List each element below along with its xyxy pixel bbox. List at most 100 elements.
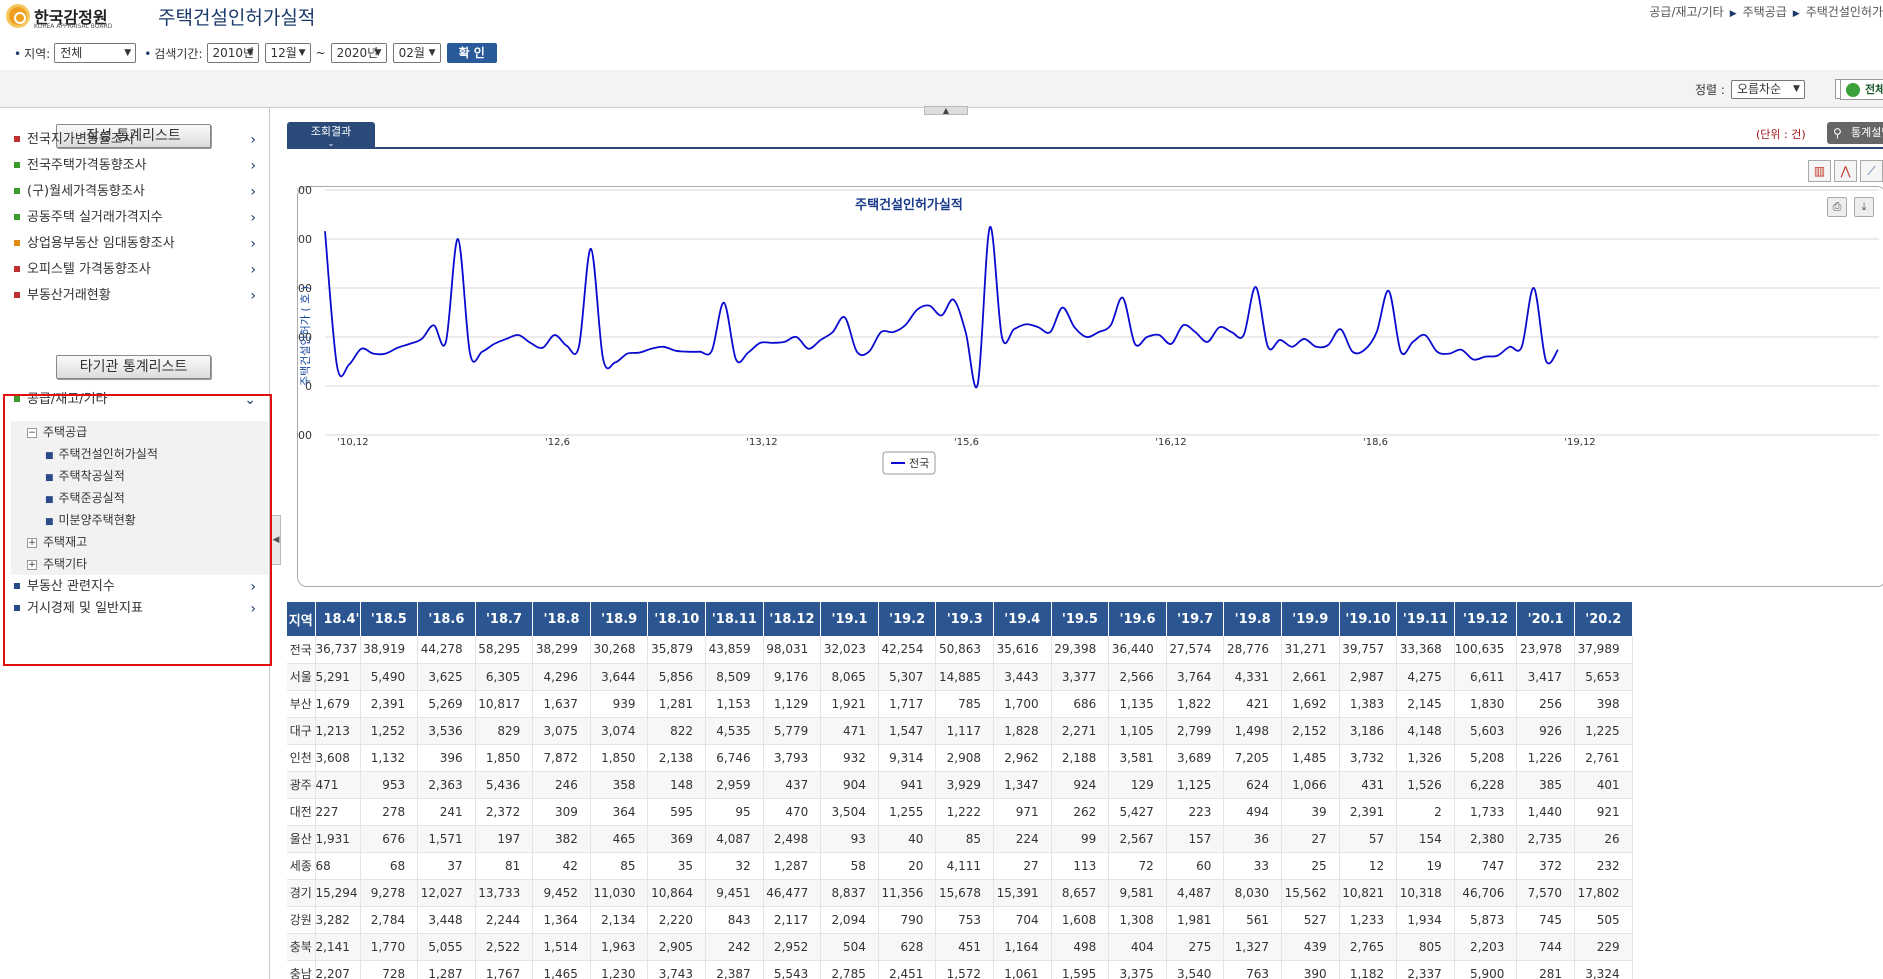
sidebar-item[interactable]: 전국지가변동률조사 › bbox=[14, 129, 256, 151]
table-cell: 2,391 bbox=[360, 690, 419, 718]
breadcrumb-item[interactable]: 공급/재고/기타 bbox=[1649, 5, 1724, 19]
table-cell: 747 bbox=[1454, 852, 1518, 880]
table-cell: 9,452 bbox=[532, 879, 591, 907]
expand-icon[interactable]: + bbox=[27, 559, 37, 570]
table-cell: 2,363 bbox=[417, 771, 476, 799]
table-cell: 9,314 bbox=[878, 744, 937, 772]
sidebar-item[interactable]: (구)월세가격동향조사 › bbox=[14, 181, 256, 203]
tree-leaf-permit[interactable]: ■ 주택건설인허가실적 bbox=[45, 443, 158, 465]
table-cell: 2,761 bbox=[1574, 744, 1633, 772]
table-cell: 32,023 bbox=[820, 636, 879, 664]
tree-node-housing-stock[interactable]: + 주택재고 bbox=[27, 531, 87, 553]
table-header-cell[interactable]: '19.11 bbox=[1396, 602, 1455, 636]
tree-leaf-completion[interactable]: ■ 주택준공실적 bbox=[45, 487, 125, 509]
start-year-select[interactable]: 2010년 ▼ bbox=[206, 43, 259, 63]
sidebar-item[interactable]: 상업용부동산 임대동향조사 › bbox=[14, 233, 256, 255]
chevron-right-icon: › bbox=[250, 601, 256, 617]
tab-results[interactable]: 조회결과 ⌄ bbox=[287, 122, 375, 148]
table-cell: 3,282 bbox=[315, 906, 361, 934]
table-cell: 728 bbox=[360, 960, 419, 979]
confirm-button[interactable]: 확 인 bbox=[446, 43, 497, 63]
expand-icon[interactable]: + bbox=[27, 537, 37, 548]
table-cell: 744 bbox=[1516, 933, 1575, 961]
sidebar-toggle-handle[interactable]: ◀ bbox=[271, 515, 281, 565]
tree-leaf-unsold[interactable]: ■ 미분양주택현황 bbox=[45, 509, 136, 531]
table-header-cell[interactable]: '18.4 bbox=[315, 602, 361, 636]
download-icon[interactable]: ⤓ bbox=[1854, 197, 1874, 217]
bar-chart-icon[interactable]: ▥ bbox=[1808, 160, 1831, 182]
table-cell: 372 bbox=[1516, 852, 1575, 880]
table-header-cell[interactable]: '18.12 bbox=[763, 602, 822, 636]
table-cell: 227 bbox=[315, 798, 361, 826]
table-cell: 27 bbox=[993, 852, 1052, 880]
end-month-select[interactable]: 02월 ▼ bbox=[392, 43, 441, 63]
table-cell: 8,065 bbox=[820, 663, 879, 691]
breadcrumb-separator-icon: ▶ bbox=[1792, 9, 1800, 19]
table-header-cell[interactable]: '19.12 bbox=[1454, 602, 1518, 636]
table-cell: 358 bbox=[590, 771, 649, 799]
table-header-cell[interactable]: '18.5 bbox=[360, 602, 419, 636]
table-cell: 3,929 bbox=[935, 771, 995, 799]
sort-select[interactable]: 오름차순 ▼ bbox=[1730, 80, 1805, 99]
table-header-cell[interactable]: '20.2 bbox=[1574, 602, 1633, 636]
line-chart-icon[interactable]: ⋀ bbox=[1834, 160, 1857, 182]
collapse-toolbar-button[interactable]: ▲ bbox=[924, 106, 968, 115]
bullet-icon bbox=[14, 265, 20, 272]
table-cell: 829 bbox=[475, 717, 534, 745]
tree-node-housing-etc[interactable]: + 주택기타 bbox=[27, 553, 87, 575]
table-cell: 1,526 bbox=[1396, 771, 1455, 799]
table-cell: 2,203 bbox=[1454, 933, 1518, 961]
table-header-cell[interactable]: '18.9 bbox=[590, 602, 649, 636]
table-header-cell[interactable]: '18.10 bbox=[647, 602, 707, 636]
table-cell: 3,377 bbox=[1051, 663, 1110, 691]
region-select[interactable]: 전체 ▼ bbox=[54, 43, 137, 63]
table-header-cell[interactable]: '18.8 bbox=[532, 602, 591, 636]
sidebar-item-real-estate-index[interactable]: 부동산 관련지수 › bbox=[14, 576, 256, 598]
table-region-cell: 인천 bbox=[287, 744, 316, 772]
table-header-cell[interactable]: '19.1 bbox=[820, 602, 879, 636]
sidebar-item[interactable]: 전국주택가격동향조사 › bbox=[14, 155, 256, 177]
table-cell: 8,509 bbox=[705, 663, 764, 691]
table-header-cell[interactable]: '19.9 bbox=[1281, 602, 1340, 636]
sidebar-item[interactable]: 공동주택 실거래가격지수 › bbox=[14, 207, 256, 229]
table-header-cell[interactable]: '19.8 bbox=[1223, 602, 1282, 636]
table-header-cell[interactable]: '19.4 bbox=[993, 602, 1052, 636]
table-header-cell[interactable]: '18.7 bbox=[475, 602, 534, 636]
collapse-icon[interactable]: − bbox=[27, 427, 37, 438]
table-header-cell[interactable]: '19.3 bbox=[935, 602, 995, 636]
show-all-button[interactable]: 전체 bbox=[1840, 79, 1883, 100]
table-region-cell: 세종 bbox=[287, 852, 316, 880]
tree-leaf-start[interactable]: ■ 주택착공실적 bbox=[45, 465, 125, 487]
table-row: 강원 3,282 2,784 3,448 2,244 1,364 2,134 2,220 843… bbox=[287, 906, 1633, 934]
table-cell: 939 bbox=[590, 690, 649, 718]
stat-description-button[interactable]: ⚲ 통계설명 bbox=[1827, 122, 1883, 144]
sidebar-item[interactable]: 오피스텔 가격동향조사 › bbox=[14, 259, 256, 281]
logo[interactable]: 한국감정원 KOREA APPRAISAL BOARD bbox=[6, 4, 118, 30]
table-header-cell[interactable]: '19.5 bbox=[1051, 602, 1110, 636]
breadcrumb-item[interactable]: 주택건설인허가 bbox=[1805, 5, 1883, 19]
end-year-select[interactable]: 2020년 ▼ bbox=[330, 43, 387, 63]
table-cell: 93 bbox=[820, 825, 879, 853]
table-cell: 1,679 bbox=[315, 690, 361, 718]
table-cell: 32 bbox=[705, 852, 764, 880]
table-header-cell[interactable]: '20.1 bbox=[1516, 602, 1575, 636]
table-header-cell[interactable]: '19.6 bbox=[1108, 602, 1167, 636]
table-header-cell[interactable]: '18.11 bbox=[705, 602, 764, 636]
table-header-cell[interactable]: '19.10 bbox=[1339, 602, 1398, 636]
table-cell: 1,637 bbox=[532, 690, 591, 718]
breadcrumb-item[interactable]: 주택공급 bbox=[1742, 5, 1787, 19]
table-header-cell[interactable]: '19.2 bbox=[878, 602, 937, 636]
table-cell: 1,850 bbox=[475, 744, 534, 772]
area-chart-icon[interactable]: ⟋ bbox=[1860, 160, 1883, 182]
print-icon[interactable]: ⎙ bbox=[1827, 197, 1847, 217]
table-header-cell[interactable]: '18.6 bbox=[417, 602, 476, 636]
start-month-select[interactable]: 12월 ▼ bbox=[264, 43, 311, 63]
sidebar-item-macro-economy[interactable]: 거시경제 및 일반지표 › bbox=[14, 598, 256, 620]
table-cell: 2,117 bbox=[763, 906, 822, 934]
table-header-cell[interactable]: '19.7 bbox=[1166, 602, 1225, 636]
table-cell: 7,570 bbox=[1516, 879, 1575, 907]
sidebar-item[interactable]: 부동산거래현황 › bbox=[14, 285, 256, 307]
table-cell: 382 bbox=[532, 825, 591, 853]
table-row: 경기 15,294 9,278 12,027 13,733 9,452 11,030 10,8… bbox=[287, 879, 1633, 907]
tree-node-housing-supply[interactable]: − 주택공급 bbox=[27, 421, 87, 443]
